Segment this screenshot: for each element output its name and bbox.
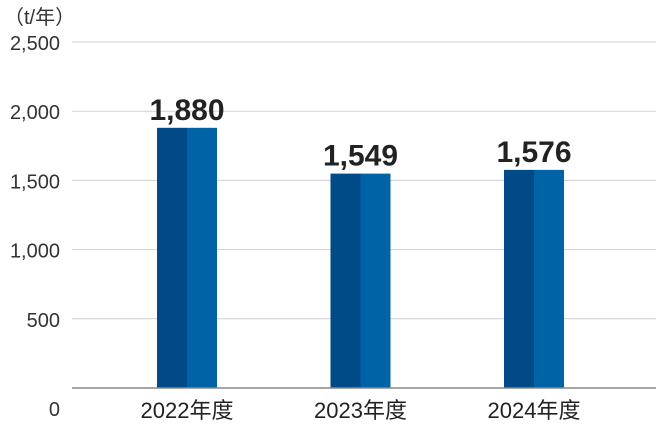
bar-left-half — [157, 127, 187, 389]
bar-right-half — [360, 173, 391, 388]
bar-value-label: 1,549 — [323, 140, 398, 173]
bar — [330, 173, 391, 388]
bar-right-half — [534, 169, 564, 388]
bars — [157, 127, 564, 389]
y-tick-label: 2,500 — [10, 33, 60, 55]
y-tick-label: 2,000 — [10, 102, 60, 124]
x-category-label: 2022年度 — [141, 398, 234, 423]
bar-value-label: 1,880 — [149, 94, 224, 127]
value-labels: 1,880 1,549 1,576 — [149, 94, 571, 173]
x-axis-categories: 2022年度 2023年度 2024年度 — [141, 398, 581, 423]
bar — [157, 127, 217, 389]
bar-right-half — [187, 127, 217, 389]
x-category-label: 2024年度 — [488, 398, 581, 423]
bar — [504, 169, 564, 388]
y-tick-label: 1,500 — [10, 171, 60, 193]
bar-left-half — [504, 169, 534, 388]
y-axis-ticks: 0 500 1,000 1,500 2,000 2,500 — [10, 33, 60, 421]
bar-value-label: 1,576 — [496, 136, 571, 169]
y-tick-label: 500 — [27, 310, 60, 332]
unit-label: （t/年） — [4, 6, 75, 29]
bar-left-half — [330, 173, 361, 388]
x-category-label: 2023年度 — [314, 398, 407, 423]
y-tick-label: 0 — [49, 399, 60, 421]
y-tick-label: 1,000 — [10, 241, 60, 263]
